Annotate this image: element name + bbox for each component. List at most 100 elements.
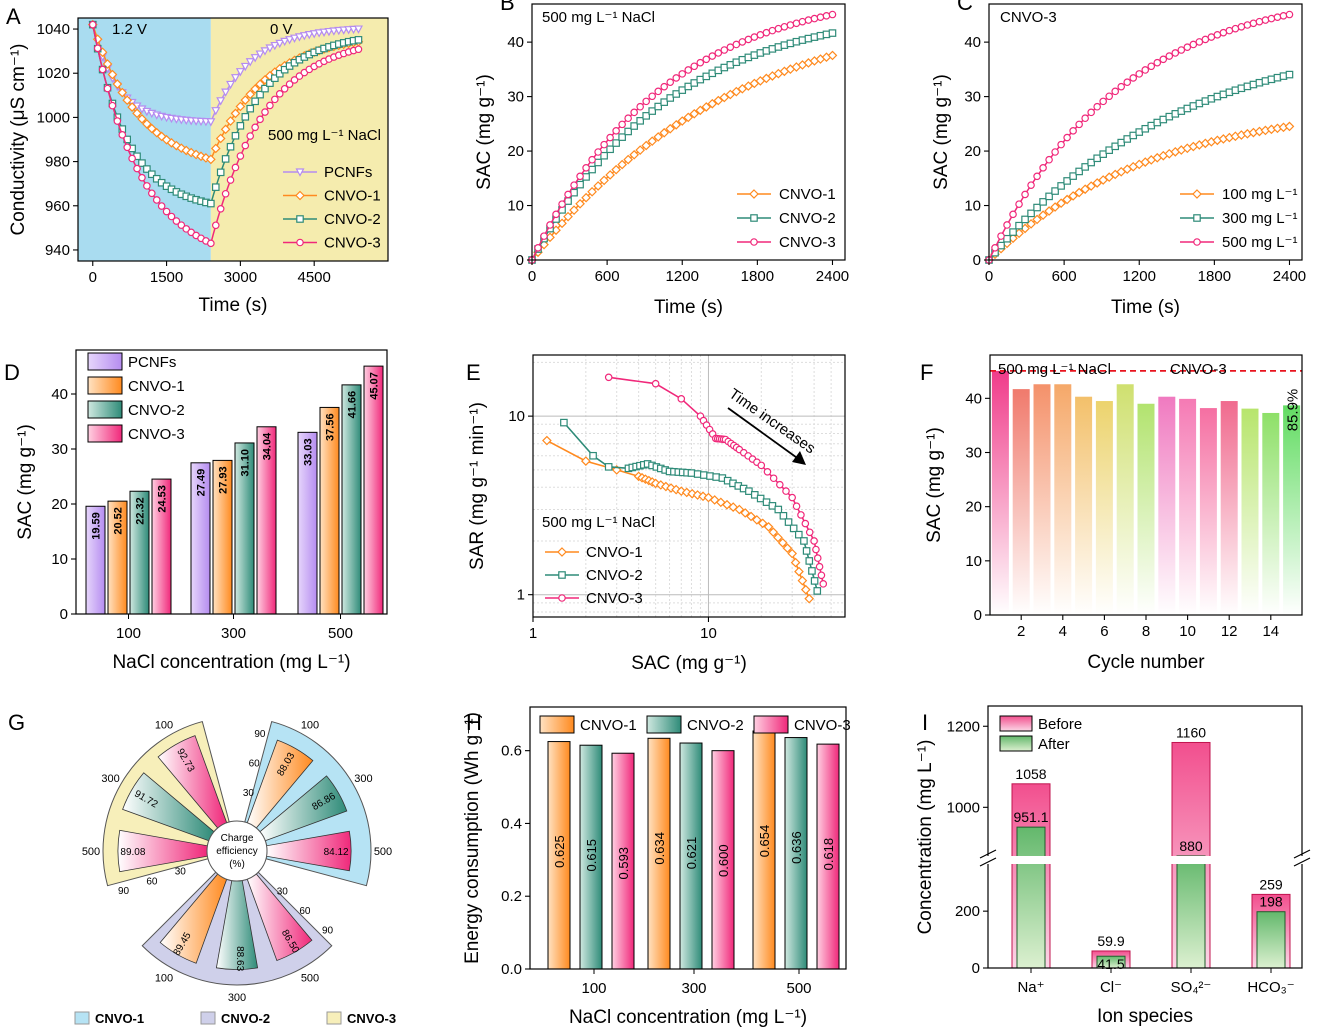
data-point (142, 119, 152, 129)
legend-swatch (74, 1011, 90, 1025)
data-point (1081, 114, 1089, 123)
legend-swatch (326, 1011, 342, 1025)
data-point (1183, 43, 1192, 51)
data-point (1129, 74, 1138, 82)
data-point (782, 487, 790, 495)
data-point (265, 44, 275, 53)
data-point (600, 151, 608, 160)
data-point (648, 107, 656, 115)
data-point (660, 82, 669, 91)
data-point (143, 165, 151, 173)
data-point (1021, 190, 1029, 199)
data-point (1039, 198, 1047, 206)
data-point (112, 79, 123, 89)
data-point (630, 108, 638, 117)
data-point (245, 58, 255, 67)
y-tick-label: 980 (45, 154, 70, 171)
data-point (642, 97, 650, 106)
legend-marker (296, 215, 304, 223)
data-point (612, 139, 620, 147)
bar-value-label: 0.654 (757, 825, 772, 858)
data-point (707, 98, 718, 109)
legend-label: CNVO-1 (586, 544, 643, 561)
bar-value-label: 33.03 (303, 438, 315, 466)
data-point (612, 127, 620, 135)
x-tick-label: 1800 (1198, 268, 1231, 285)
bar-value-label: 27.93 (218, 466, 230, 494)
data-point (1135, 70, 1144, 78)
data-point (683, 112, 694, 123)
bar-value-label: 0.600 (716, 844, 731, 877)
y-tick-label: 1000 (947, 799, 980, 816)
data-point (118, 131, 127, 139)
data-point (166, 138, 177, 148)
y-axis-title: SAC (mg g⁻¹) (924, 427, 945, 543)
data-point (235, 101, 246, 112)
data-point (1033, 172, 1041, 181)
center-label: (%) (229, 859, 245, 870)
legend-swatch (87, 424, 123, 443)
data-point (138, 173, 146, 182)
data-point (275, 90, 284, 98)
after-value-label: 951.1 (1013, 809, 1048, 825)
x-tick-label: 8 (1142, 623, 1150, 640)
after-value-label: 880 (1179, 838, 1203, 854)
polar-tick-label: 30 (243, 788, 255, 799)
data-point (678, 70, 687, 78)
data-point (1044, 206, 1054, 216)
data-point (812, 545, 820, 554)
data-point (794, 530, 803, 539)
bar-after-HCO₃⁻ (1256, 911, 1286, 969)
polar-concentration-label: 300 (228, 992, 246, 1004)
polar-value-label: 89.08 (120, 847, 145, 858)
data-point (672, 90, 681, 98)
legend-label: 500 mg L⁻¹ (1222, 234, 1297, 251)
x-tick-label: 1500 (150, 269, 183, 286)
data-point (108, 101, 117, 110)
data-point (810, 577, 819, 585)
legend-label: CNVO-1 (779, 186, 836, 203)
data-point (666, 78, 675, 87)
data-point (1056, 198, 1066, 209)
x-tick-label: Na⁺ (1017, 979, 1044, 996)
data-point (654, 87, 663, 96)
y-tick-label: 1000 (37, 109, 70, 126)
discharge-voltage-label: 0 V (270, 21, 293, 38)
data-point (1098, 175, 1109, 185)
legend-marker (296, 238, 304, 247)
panel-title: CNVO-3 (1000, 9, 1057, 26)
center-label: efficiency (216, 846, 258, 857)
before-value-label: 1058 (1015, 766, 1046, 782)
bar-value-label: 31.10 (240, 449, 252, 477)
polar-concentration-label: 500 (374, 846, 392, 858)
data-point (801, 519, 810, 528)
x-tick-label: SO₄²⁻ (1171, 979, 1212, 996)
polar-concentration-label: 100 (155, 972, 173, 984)
data-point (641, 140, 652, 151)
legend-marker (750, 238, 758, 246)
data-point (171, 140, 182, 151)
legend-label: CNVO-2 (687, 717, 744, 734)
data-point (576, 172, 584, 181)
legend-label: After (1038, 736, 1070, 753)
data-point (558, 200, 566, 208)
data-point (779, 511, 788, 520)
data-point (1057, 140, 1065, 149)
bar-after-Na⁺ (1016, 826, 1046, 969)
data-point (703, 492, 714, 503)
data-point (706, 472, 714, 480)
bar-value-label: 0.615 (584, 839, 599, 872)
x-tick-label: 10 (1179, 623, 1196, 640)
legend-swatch (539, 715, 575, 734)
data-point (666, 483, 676, 493)
data-point (1177, 46, 1186, 54)
data-point (216, 205, 225, 213)
data-point (353, 25, 363, 34)
legend-label: Before (1038, 716, 1082, 733)
x-tick-label: 0 (985, 268, 993, 285)
data-point (587, 186, 597, 197)
data-point (157, 202, 166, 210)
data-point (1153, 58, 1162, 67)
data-point (1015, 221, 1023, 230)
data-point (146, 123, 157, 134)
